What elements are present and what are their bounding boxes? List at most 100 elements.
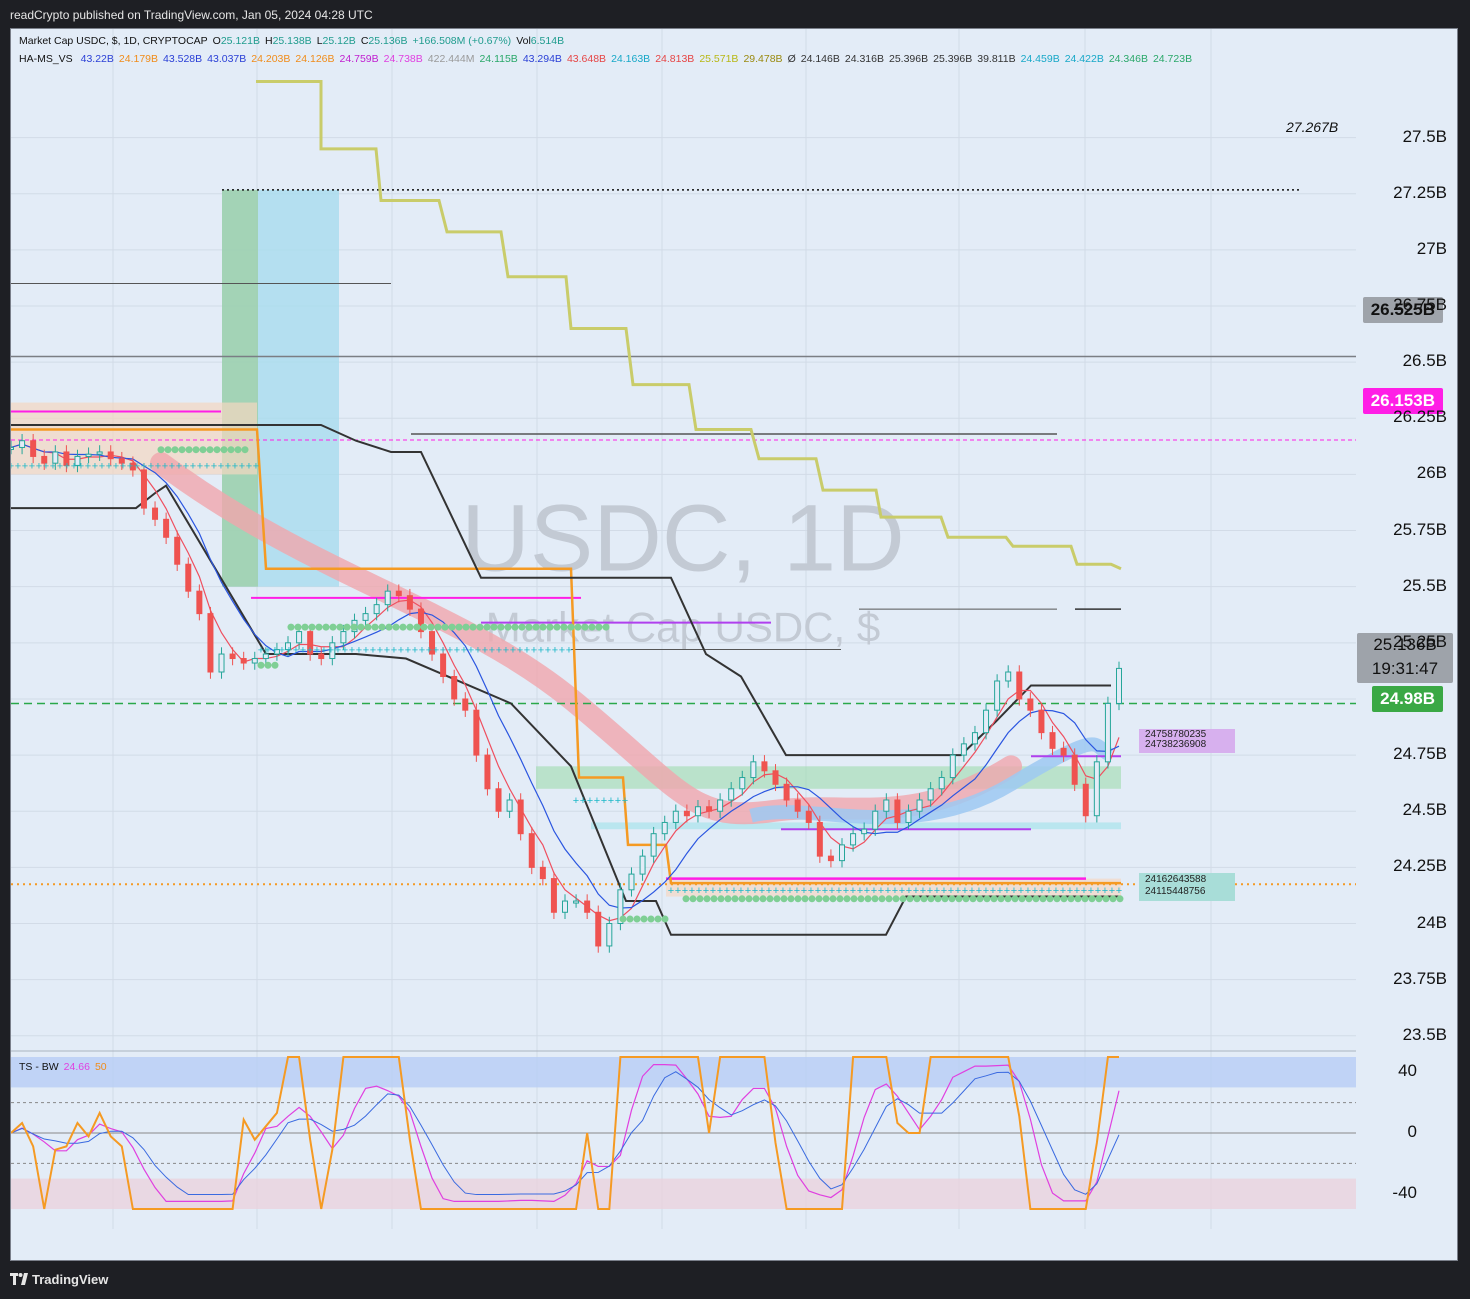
green-dot <box>357 623 365 631</box>
green-dot <box>1081 895 1089 903</box>
candle-body <box>19 440 26 448</box>
legend-value-14: 25.571B <box>699 53 739 65</box>
candle-body <box>296 631 303 644</box>
cyan-cross: + <box>773 885 779 897</box>
candle-body <box>949 754 956 779</box>
time-tick: 2024 <box>1066 1259 1104 1260</box>
cyan-cross: + <box>587 795 593 807</box>
cyan-cross: + <box>239 460 245 472</box>
green-dot <box>766 895 774 903</box>
green-dot <box>843 895 851 903</box>
candle-body <box>1116 667 1122 704</box>
cyan-cross: + <box>745 885 751 897</box>
cyan-cross: + <box>475 645 481 657</box>
candle-body <box>384 590 391 606</box>
time-tick: 15 <box>104 1259 123 1260</box>
cyan-cross: + <box>398 645 404 657</box>
price-tick: 24.25B <box>1393 856 1447 876</box>
green-dot <box>171 446 179 454</box>
watermark-title: USDC, 1D <box>461 486 904 592</box>
time-tick: 15 <box>653 1259 672 1260</box>
cyan-cross: + <box>622 795 628 807</box>
candle-body <box>96 451 103 455</box>
green-dot <box>654 915 662 923</box>
legend-value-12: 24.163B <box>611 53 651 65</box>
price-tick: 27.5B <box>1402 126 1447 146</box>
legend-value-8: 422.444M <box>427 53 475 65</box>
green-dot <box>934 895 942 903</box>
price-tick: 25.25B <box>1393 631 1447 651</box>
cyan-cross: + <box>419 645 425 657</box>
cyan-cross: + <box>822 885 828 897</box>
price-tick: 26B <box>1416 463 1447 483</box>
footer-brand: TradingView <box>32 1272 109 1287</box>
cyan-cross: + <box>573 795 579 807</box>
footer[interactable]: TradingView <box>10 1272 108 1287</box>
candle-body <box>30 440 37 457</box>
oscillator-tick: 40 <box>1398 1061 1417 1081</box>
candle-body <box>683 810 690 817</box>
cyan-cross: + <box>815 885 821 897</box>
candle-body <box>451 676 458 700</box>
oscillator-blue-line <box>11 1071 1120 1196</box>
cyan-cross: + <box>307 645 313 657</box>
candle-body <box>717 799 724 812</box>
green-dot <box>1039 895 1047 903</box>
candle-body <box>273 649 280 655</box>
green-dot <box>850 895 858 903</box>
legend-value-1: 24.179B <box>118 53 159 65</box>
legend-value-18: 24.316B <box>844 53 884 65</box>
oscillator-upper-band <box>11 1057 1356 1088</box>
candle-body <box>473 709 480 756</box>
green-dot <box>626 915 634 923</box>
candle-body <box>152 507 159 520</box>
green-dot <box>997 895 1005 903</box>
candle-body <box>373 604 380 615</box>
cyan-cross: + <box>1067 885 1073 897</box>
chart-frame[interactable]: USDC, 1D Market Cap USDC, $ + + + + + + + + + + + + + +… <box>10 28 1458 1261</box>
cyan-cross: + <box>801 885 807 897</box>
cyan-cross: + <box>710 885 716 897</box>
change-value: +166.508M (+0.67%) <box>412 35 512 47</box>
candle-body <box>340 631 347 644</box>
green-dot <box>329 623 337 631</box>
green-dot <box>899 895 907 903</box>
green-dot <box>157 446 165 454</box>
green-dot <box>1046 895 1054 903</box>
green-dot <box>969 895 977 903</box>
green-dot <box>257 661 265 669</box>
green-dot <box>553 623 561 631</box>
candle-body <box>362 613 369 621</box>
cyan-cross: + <box>258 645 264 657</box>
cyan-cross: + <box>1018 885 1024 897</box>
cyan-cross: + <box>377 645 383 657</box>
cyan-cross: + <box>363 645 369 657</box>
green-dot <box>287 623 295 631</box>
cyan-cross: + <box>468 645 474 657</box>
current-price-tag: 25.136B 19:31:47 <box>1357 633 1453 683</box>
candle-body <box>584 900 591 913</box>
candle-body <box>927 788 934 801</box>
green-dot <box>1060 895 1068 903</box>
price-tick: 27B <box>1416 238 1447 258</box>
time-tick: Nov <box>522 1259 552 1260</box>
green-dot <box>1109 895 1117 903</box>
green-dot <box>815 895 823 903</box>
green-dot <box>1074 895 1082 903</box>
green-dot <box>546 623 554 631</box>
candle-body <box>52 451 59 464</box>
green-dot <box>567 623 575 631</box>
candle-body <box>739 777 746 790</box>
green-dot <box>213 446 221 454</box>
green-dot <box>892 895 900 903</box>
candle-body <box>550 878 557 913</box>
oscillator-tick: -40 <box>1392 1182 1417 1202</box>
candle-body <box>1049 732 1056 749</box>
cyan-cross: + <box>204 460 210 472</box>
oscillator-orange-line <box>11 1056 1119 1210</box>
legend-value-9: 24.115B <box>479 53 518 65</box>
green-dot <box>1067 895 1075 903</box>
green-dot <box>385 623 393 631</box>
green-dot <box>801 895 809 903</box>
